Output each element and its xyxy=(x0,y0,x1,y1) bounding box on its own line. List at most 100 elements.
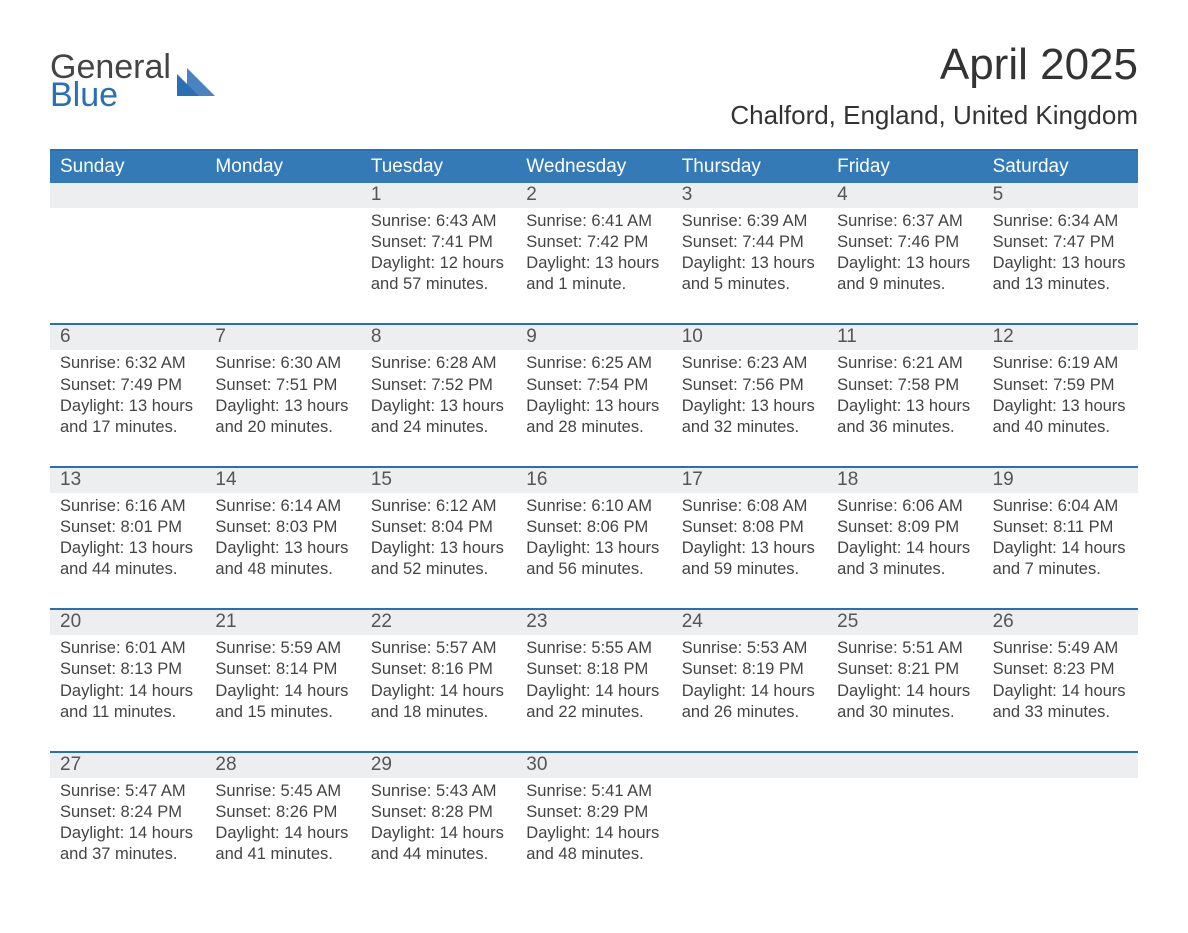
daylight-line: Daylight: 14 hours and 41 minutes. xyxy=(215,823,350,865)
daylight-line: Daylight: 14 hours and 11 minutes. xyxy=(60,681,195,723)
calendar-week: 12345Sunrise: 6:43 AMSunset: 7:41 PMDayl… xyxy=(50,183,1138,323)
sunset-line: Sunset: 7:47 PM xyxy=(993,232,1128,253)
daylight-line: Daylight: 13 hours and 13 minutes. xyxy=(993,253,1128,295)
day-number: 6 xyxy=(50,325,205,350)
sunset-line: Sunset: 8:23 PM xyxy=(993,659,1128,680)
day-cell: Sunrise: 6:43 AMSunset: 7:41 PMDaylight:… xyxy=(361,208,516,323)
day-number: 28 xyxy=(205,753,360,778)
day-cell: Sunrise: 5:45 AMSunset: 8:26 PMDaylight:… xyxy=(205,778,360,893)
day-number: 1 xyxy=(361,183,516,208)
daylight-line: Daylight: 14 hours and 3 minutes. xyxy=(837,538,972,580)
day-cell xyxy=(827,778,982,893)
day-cell: Sunrise: 6:12 AMSunset: 8:04 PMDaylight:… xyxy=(361,493,516,608)
daylight-line: Daylight: 14 hours and 7 minutes. xyxy=(993,538,1128,580)
sunrise-line: Sunrise: 5:45 AM xyxy=(215,781,350,802)
sunrise-line: Sunrise: 5:51 AM xyxy=(837,638,972,659)
daylight-line: Daylight: 13 hours and 36 minutes. xyxy=(837,396,972,438)
sunrise-line: Sunrise: 6:25 AM xyxy=(526,353,661,374)
day-cell: Sunrise: 6:19 AMSunset: 7:59 PMDaylight:… xyxy=(983,350,1138,465)
brand-line2: Blue xyxy=(50,78,118,114)
day-cell: Sunrise: 5:51 AMSunset: 8:21 PMDaylight:… xyxy=(827,635,982,750)
day-number xyxy=(205,183,360,208)
day-number: 30 xyxy=(516,753,671,778)
daylight-line: Daylight: 14 hours and 26 minutes. xyxy=(682,681,817,723)
sunset-line: Sunset: 8:16 PM xyxy=(371,659,506,680)
daylight-line: Daylight: 13 hours and 17 minutes. xyxy=(60,396,195,438)
day-cell: Sunrise: 6:04 AMSunset: 8:11 PMDaylight:… xyxy=(983,493,1138,608)
daylight-line: Daylight: 13 hours and 20 minutes. xyxy=(215,396,350,438)
day-number: 12 xyxy=(983,325,1138,350)
sunset-line: Sunset: 8:26 PM xyxy=(215,802,350,823)
day-number: 25 xyxy=(827,610,982,635)
weekday-header: Saturday xyxy=(983,151,1138,183)
day-cell: Sunrise: 5:43 AMSunset: 8:28 PMDaylight:… xyxy=(361,778,516,893)
daylight-line: Daylight: 13 hours and 40 minutes. xyxy=(993,396,1128,438)
day-number xyxy=(983,753,1138,778)
daylight-line: Daylight: 13 hours and 1 minute. xyxy=(526,253,661,295)
sunrise-line: Sunrise: 6:32 AM xyxy=(60,353,195,374)
daylight-line: Daylight: 14 hours and 22 minutes. xyxy=(526,681,661,723)
daylight-line: Daylight: 12 hours and 57 minutes. xyxy=(371,253,506,295)
sunset-line: Sunset: 7:44 PM xyxy=(682,232,817,253)
day-number: 17 xyxy=(672,468,827,493)
day-cell: Sunrise: 6:16 AMSunset: 8:01 PMDaylight:… xyxy=(50,493,205,608)
sunrise-line: Sunrise: 6:16 AM xyxy=(60,496,195,517)
sunset-line: Sunset: 8:18 PM xyxy=(526,659,661,680)
sunset-line: Sunset: 7:56 PM xyxy=(682,375,817,396)
daylight-line: Daylight: 14 hours and 18 minutes. xyxy=(371,681,506,723)
weekday-header: Sunday xyxy=(50,151,205,183)
day-number xyxy=(50,183,205,208)
sunrise-line: Sunrise: 6:28 AM xyxy=(371,353,506,374)
day-number xyxy=(672,753,827,778)
sunrise-line: Sunrise: 5:53 AM xyxy=(682,638,817,659)
day-number-row: 12345 xyxy=(50,183,1138,208)
day-cell: Sunrise: 6:10 AMSunset: 8:06 PMDaylight:… xyxy=(516,493,671,608)
daylight-line: Daylight: 13 hours and 48 minutes. xyxy=(215,538,350,580)
day-number: 11 xyxy=(827,325,982,350)
day-number: 22 xyxy=(361,610,516,635)
day-number: 10 xyxy=(672,325,827,350)
daylight-line: Daylight: 14 hours and 48 minutes. xyxy=(526,823,661,865)
sunset-line: Sunset: 8:08 PM xyxy=(682,517,817,538)
sunrise-line: Sunrise: 5:43 AM xyxy=(371,781,506,802)
sunset-line: Sunset: 8:06 PM xyxy=(526,517,661,538)
day-number: 24 xyxy=(672,610,827,635)
sunrise-line: Sunrise: 6:30 AM xyxy=(215,353,350,374)
weekday-header-row: SundayMondayTuesdayWednesdayThursdayFrid… xyxy=(50,151,1138,183)
sunrise-line: Sunrise: 6:06 AM xyxy=(837,496,972,517)
daylight-line: Daylight: 13 hours and 5 minutes. xyxy=(682,253,817,295)
sunset-line: Sunset: 8:01 PM xyxy=(60,517,195,538)
sunrise-line: Sunrise: 5:55 AM xyxy=(526,638,661,659)
month-title: April 2025 xyxy=(730,40,1138,90)
day-number-row: 13141516171819 xyxy=(50,468,1138,493)
day-cell: Sunrise: 6:06 AMSunset: 8:09 PMDaylight:… xyxy=(827,493,982,608)
day-cell: Sunrise: 6:28 AMSunset: 7:52 PMDaylight:… xyxy=(361,350,516,465)
day-cell xyxy=(205,208,360,323)
day-number: 23 xyxy=(516,610,671,635)
sunrise-line: Sunrise: 6:34 AM xyxy=(993,211,1128,232)
day-number: 19 xyxy=(983,468,1138,493)
day-cell: Sunrise: 6:14 AMSunset: 8:03 PMDaylight:… xyxy=(205,493,360,608)
day-cell: Sunrise: 6:25 AMSunset: 7:54 PMDaylight:… xyxy=(516,350,671,465)
daylight-line: Daylight: 14 hours and 30 minutes. xyxy=(837,681,972,723)
day-number-row: 6789101112 xyxy=(50,325,1138,350)
sunrise-line: Sunrise: 6:04 AM xyxy=(993,496,1128,517)
day-number xyxy=(827,753,982,778)
day-number-row: 20212223242526 xyxy=(50,610,1138,635)
day-number: 4 xyxy=(827,183,982,208)
location: Chalford, England, United Kingdom xyxy=(730,100,1138,131)
day-number: 7 xyxy=(205,325,360,350)
sunset-line: Sunset: 7:54 PM xyxy=(526,375,661,396)
sunset-line: Sunset: 7:59 PM xyxy=(993,375,1128,396)
day-cell: Sunrise: 6:21 AMSunset: 7:58 PMDaylight:… xyxy=(827,350,982,465)
day-cell: Sunrise: 5:53 AMSunset: 8:19 PMDaylight:… xyxy=(672,635,827,750)
daylight-line: Daylight: 13 hours and 59 minutes. xyxy=(682,538,817,580)
brand-logo: General Blue xyxy=(50,40,215,113)
day-cell xyxy=(672,778,827,893)
sunrise-line: Sunrise: 6:21 AM xyxy=(837,353,972,374)
brand-mark-icon xyxy=(177,68,215,104)
day-cell: Sunrise: 6:32 AMSunset: 7:49 PMDaylight:… xyxy=(50,350,205,465)
sunrise-line: Sunrise: 6:19 AM xyxy=(993,353,1128,374)
calendar: SundayMondayTuesdayWednesdayThursdayFrid… xyxy=(50,149,1138,893)
sunrise-line: Sunrise: 6:10 AM xyxy=(526,496,661,517)
